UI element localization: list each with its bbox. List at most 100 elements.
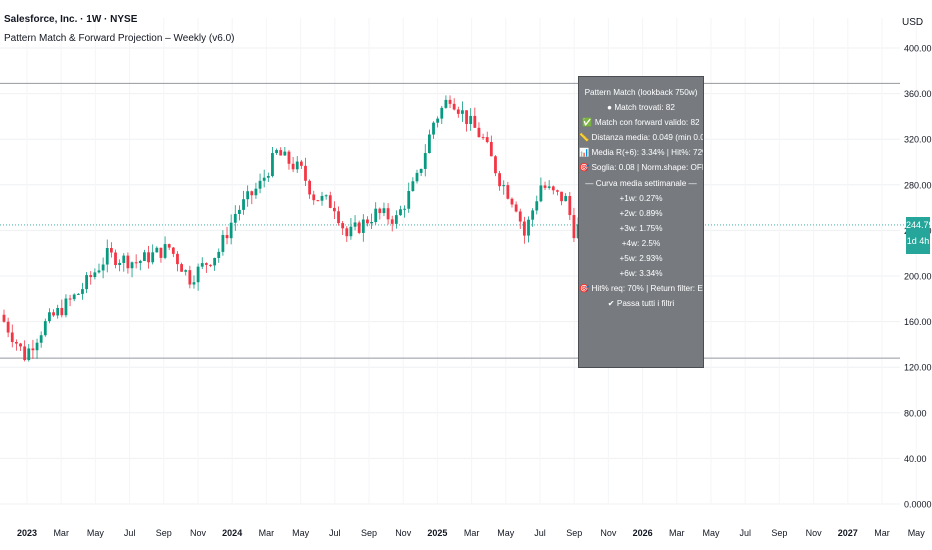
candle-body [52, 312, 55, 316]
pattern-match-panel: Pattern Match (lookback 750w) ● Match tro… [578, 76, 704, 368]
symbol-title[interactable]: Salesforce, Inc. · 1W · NYSE [4, 14, 138, 25]
time-axis[interactable]: 2023 Mar May Jul Sep Nov 2024 Mar May Jul Sep Nov 20… [17, 528, 925, 538]
time-tick-label: 2024 [222, 528, 242, 538]
candle-body [250, 191, 254, 196]
price-tick-label: 80.00 [904, 408, 927, 418]
panel-line: +5w: 2.93% [619, 254, 663, 264]
panel-line: 🎯 Soglia: 0.08 | Norm.shape: OFF [579, 163, 703, 173]
candle-body [560, 191, 563, 202]
candle-body [233, 213, 237, 223]
candle-body [498, 173, 501, 187]
candle-body [48, 312, 51, 322]
time-tick-label: Nov [395, 528, 412, 538]
candle-body [510, 198, 514, 205]
candle-body [452, 103, 456, 110]
candle-body [258, 180, 262, 189]
candle-body [386, 208, 390, 220]
candle-body [130, 262, 134, 269]
candle-body [68, 298, 72, 300]
candle-body [572, 215, 576, 239]
candle-body [31, 348, 35, 351]
candle-body [89, 275, 93, 278]
panel-line: ● Match trovati: 82 [607, 103, 675, 113]
horizontal-levels [0, 82, 906, 359]
candle-body [43, 321, 47, 336]
time-tick-label: Mar [464, 528, 480, 538]
last-price-value: 244.79 [906, 220, 932, 230]
candle-body [527, 219, 530, 236]
candle-body [114, 252, 117, 266]
price-tick-label: 320.00 [904, 135, 932, 145]
bar-countdown: 1d 4h [906, 236, 930, 246]
candle-body [76, 293, 80, 295]
candle-body [64, 298, 68, 316]
time-tick-label: Mar [669, 528, 685, 538]
candle-body [72, 294, 76, 300]
candle-body [35, 342, 39, 351]
panel-line: +2w: 0.89% [619, 208, 663, 218]
candle-body [461, 110, 464, 114]
candle-body [167, 244, 171, 248]
candle-body [308, 180, 312, 195]
time-tick-label: 2023 [17, 528, 37, 538]
price-tick-label: 0.0000 [904, 500, 932, 510]
candle-body [242, 199, 245, 210]
time-tick-label: Jul [124, 528, 136, 538]
candle-body [432, 122, 435, 135]
currency-label: USD [902, 17, 924, 28]
candle-body [535, 201, 539, 211]
candle-body [320, 195, 324, 201]
price-axis[interactable]: 400.00360.00320.00280.00240.00200.00160.… [904, 44, 932, 510]
panel-line: 📊 Media R(+6): 3.34% | Hit%: 72% [579, 148, 703, 158]
candle-body [225, 235, 229, 239]
panel-line: — Curva media settimanale — [585, 178, 697, 188]
candle-body [448, 99, 452, 104]
candle-body [262, 177, 266, 181]
candle-body [118, 262, 122, 266]
candle-body [56, 307, 60, 316]
candle-body [279, 150, 283, 156]
candle-body [213, 257, 217, 266]
candle-body [283, 151, 287, 156]
time-tick-label: Mar [259, 528, 275, 538]
candle-body [407, 191, 411, 209]
candle-body [436, 118, 440, 123]
candle-body [518, 211, 522, 222]
candle-body [271, 153, 274, 176]
candle-body [196, 266, 200, 283]
candle-body [374, 208, 378, 222]
candle-body [6, 321, 10, 333]
candle-body [287, 151, 291, 164]
candle-body [349, 226, 353, 237]
candle-body [333, 207, 336, 212]
candle-body [229, 222, 233, 239]
panel-line: +3w: 1.75% [619, 223, 663, 233]
candle-body [485, 137, 489, 143]
candle-body [304, 165, 307, 181]
candle-body [419, 168, 423, 173]
candle-body [539, 185, 543, 202]
candle-body [126, 255, 130, 269]
indicator-title[interactable]: Pattern Match & Forward Projection – Wee… [4, 33, 235, 44]
time-tick-label: May [292, 528, 310, 538]
candle-body [556, 190, 559, 192]
price-tick-label: 40.00 [904, 454, 927, 464]
candle-body [81, 289, 84, 294]
time-tick-label: May [702, 528, 720, 538]
candle-body [551, 186, 555, 191]
candle-body [14, 342, 18, 344]
candle-body [394, 215, 398, 224]
time-tick-label: May [87, 528, 105, 538]
time-tick-label: Mar [874, 528, 890, 538]
candle-body [151, 252, 155, 263]
candle-body [97, 270, 101, 273]
candle-body [469, 115, 473, 124]
candle-body [295, 161, 299, 170]
candle-body [147, 252, 150, 263]
candle-body [2, 314, 6, 322]
candle-body [390, 219, 394, 224]
candle-body [217, 251, 221, 258]
candle-body [85, 275, 88, 290]
candle-body [473, 115, 477, 128]
